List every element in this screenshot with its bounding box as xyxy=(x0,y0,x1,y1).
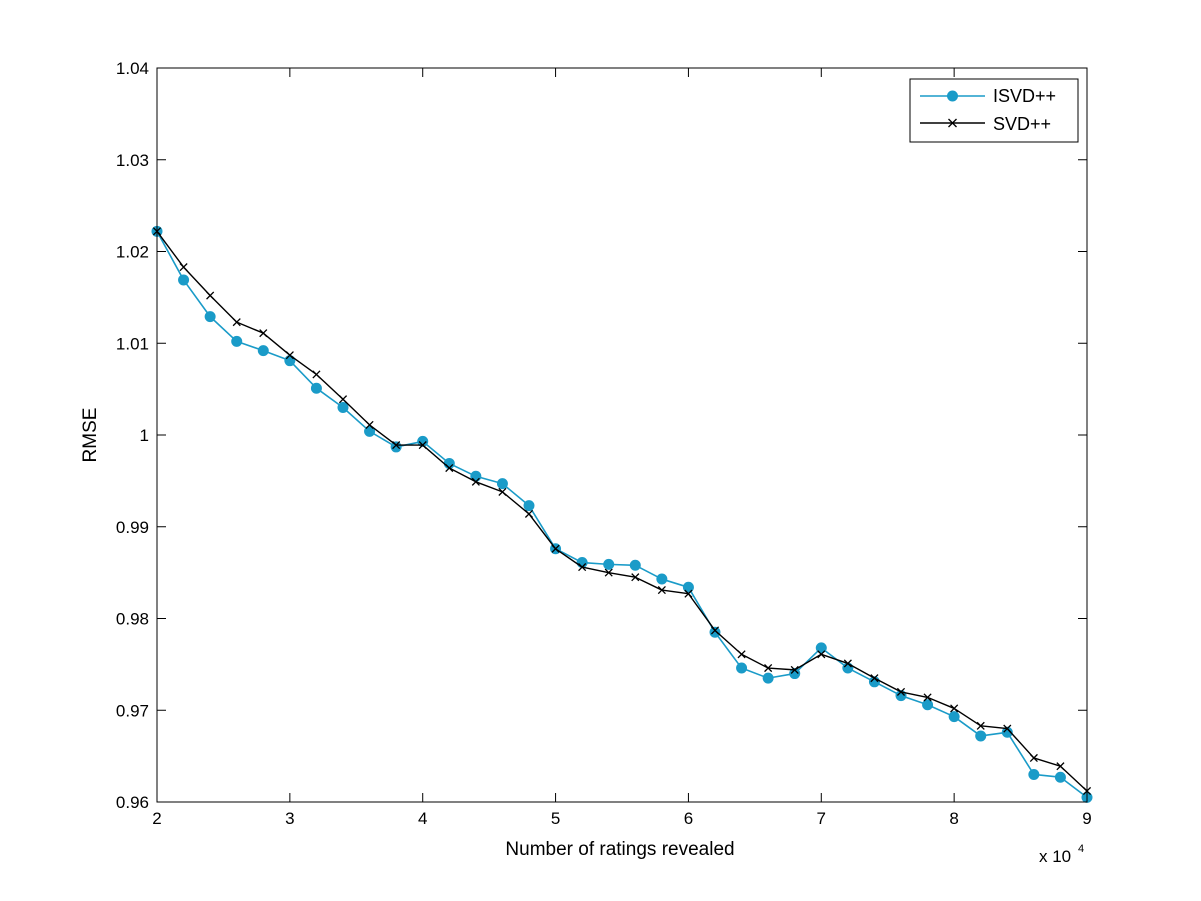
data-point-svd xyxy=(179,263,188,272)
data-point-svd xyxy=(285,351,294,360)
data-point-svd xyxy=(843,659,852,668)
y-tick-label: 1 xyxy=(140,426,149,445)
data-point-isvd xyxy=(656,573,668,585)
plot-area xyxy=(157,68,1087,802)
data-point-svd xyxy=(338,395,348,404)
data-point-svd xyxy=(365,420,374,429)
data-point-isvd xyxy=(842,662,854,674)
data-point-isvd xyxy=(231,335,243,347)
data-point-isvd xyxy=(629,559,641,571)
data-point-isvd xyxy=(364,425,376,437)
x-tick-label: 4 xyxy=(418,809,427,828)
data-point-isvd xyxy=(390,441,402,453)
data-point-svd xyxy=(259,329,268,338)
y-tick-label: 1.04 xyxy=(116,59,149,78)
y-tick-label: 0.98 xyxy=(116,610,149,629)
data-point-isvd xyxy=(709,626,721,638)
data-point-isvd xyxy=(948,711,960,723)
data-point-svd xyxy=(737,650,746,659)
tick-labels: 2 3 4 5 6 7 8 9 0.96 0.97 0.98 0.99 1 1.01 1.02 1.03 1.0… xyxy=(116,59,1092,828)
data-point-isvd xyxy=(523,500,535,512)
data-point-svd xyxy=(684,589,693,598)
y-tick-label: 0.96 xyxy=(116,793,149,812)
data-point-svd xyxy=(498,487,507,496)
x-tick-label: 8 xyxy=(949,809,958,828)
data-point-isvd xyxy=(576,557,588,569)
data-point-isvd xyxy=(736,662,748,674)
data-point-svd xyxy=(524,509,534,518)
data-point-svd xyxy=(870,674,879,683)
data-point-isvd xyxy=(922,699,934,711)
legend-box xyxy=(909,78,1079,143)
data-point-svd xyxy=(710,626,720,635)
data-point-svd xyxy=(923,693,932,702)
data-point-isvd xyxy=(310,382,322,394)
data-point-isvd xyxy=(975,730,987,742)
data-point-svd xyxy=(445,463,454,473)
data-point-isvd xyxy=(762,672,774,684)
x-axis-label: Number of ratings revealed xyxy=(505,839,734,860)
x-tick-label: 9 xyxy=(1082,809,1091,828)
data-point-svd xyxy=(1003,724,1012,733)
data-point-isvd xyxy=(496,478,508,490)
data-point-svd xyxy=(392,441,401,450)
data-point-svd xyxy=(764,663,773,673)
y-tick-label: 0.99 xyxy=(116,518,149,537)
y-tick-label: 1.01 xyxy=(116,334,149,353)
data-point-isvd xyxy=(443,457,455,469)
legend-label-isvd: ISVD++ xyxy=(993,86,1056,106)
data-point-svd xyxy=(206,291,215,300)
data-point-svd xyxy=(817,650,826,659)
data-point-svd xyxy=(631,573,640,582)
series-layer xyxy=(151,225,1093,803)
x-tick-label: 7 xyxy=(817,809,826,828)
series-svd xyxy=(152,227,1092,796)
legend-marker-svd xyxy=(948,118,957,128)
data-point-isvd xyxy=(1054,771,1066,783)
data-point-svd xyxy=(790,665,799,674)
x-multiplier-base: x 10 xyxy=(1039,847,1071,866)
data-point-isvd xyxy=(603,558,615,570)
data-point-isvd xyxy=(417,435,429,447)
data-point-svd xyxy=(232,318,241,327)
legend: ISVD++ SVD++ xyxy=(909,78,1079,143)
data-point-svd xyxy=(657,585,666,595)
data-point-isvd xyxy=(257,345,269,357)
data-point-svd xyxy=(418,441,427,450)
y-tick-label: 1.02 xyxy=(116,243,149,262)
data-point-svd xyxy=(1029,753,1038,763)
x-tick-label: 6 xyxy=(684,809,693,828)
y-tick-label: 1.03 xyxy=(116,151,149,170)
data-point-isvd xyxy=(789,668,801,680)
legend-label-svd: SVD++ xyxy=(993,114,1051,134)
data-point-isvd xyxy=(204,311,216,323)
data-point-isvd xyxy=(682,581,694,593)
data-point-isvd xyxy=(1028,768,1040,780)
series-isvd xyxy=(151,225,1093,803)
x-axis-multiplier: x 10 4 xyxy=(1039,843,1084,866)
data-point-svd xyxy=(551,544,560,553)
plot-frame xyxy=(156,67,1088,803)
data-point-svd xyxy=(312,370,321,379)
data-point-svd xyxy=(896,687,906,696)
data-point-svd xyxy=(578,563,587,572)
data-point-svd xyxy=(950,704,959,713)
data-point-isvd xyxy=(815,642,827,654)
data-point-svd xyxy=(604,568,613,577)
data-point-isvd xyxy=(1001,726,1013,738)
legend-marker-isvd xyxy=(947,90,958,102)
x-tick-label: 5 xyxy=(551,809,560,828)
x-tick-label: 2 xyxy=(152,809,161,828)
x-multiplier-exponent: 4 xyxy=(1078,843,1084,855)
data-point-svd xyxy=(1056,762,1065,771)
data-point-isvd xyxy=(337,401,349,413)
y-tick-label: 0.97 xyxy=(116,701,149,720)
series-line-svd xyxy=(156,230,1088,792)
x-tick-label: 3 xyxy=(285,809,294,828)
data-point-svd xyxy=(471,477,480,486)
data-point-isvd xyxy=(178,274,190,286)
y-axis-label: RMSE xyxy=(80,408,101,463)
data-point-svd xyxy=(976,721,985,730)
